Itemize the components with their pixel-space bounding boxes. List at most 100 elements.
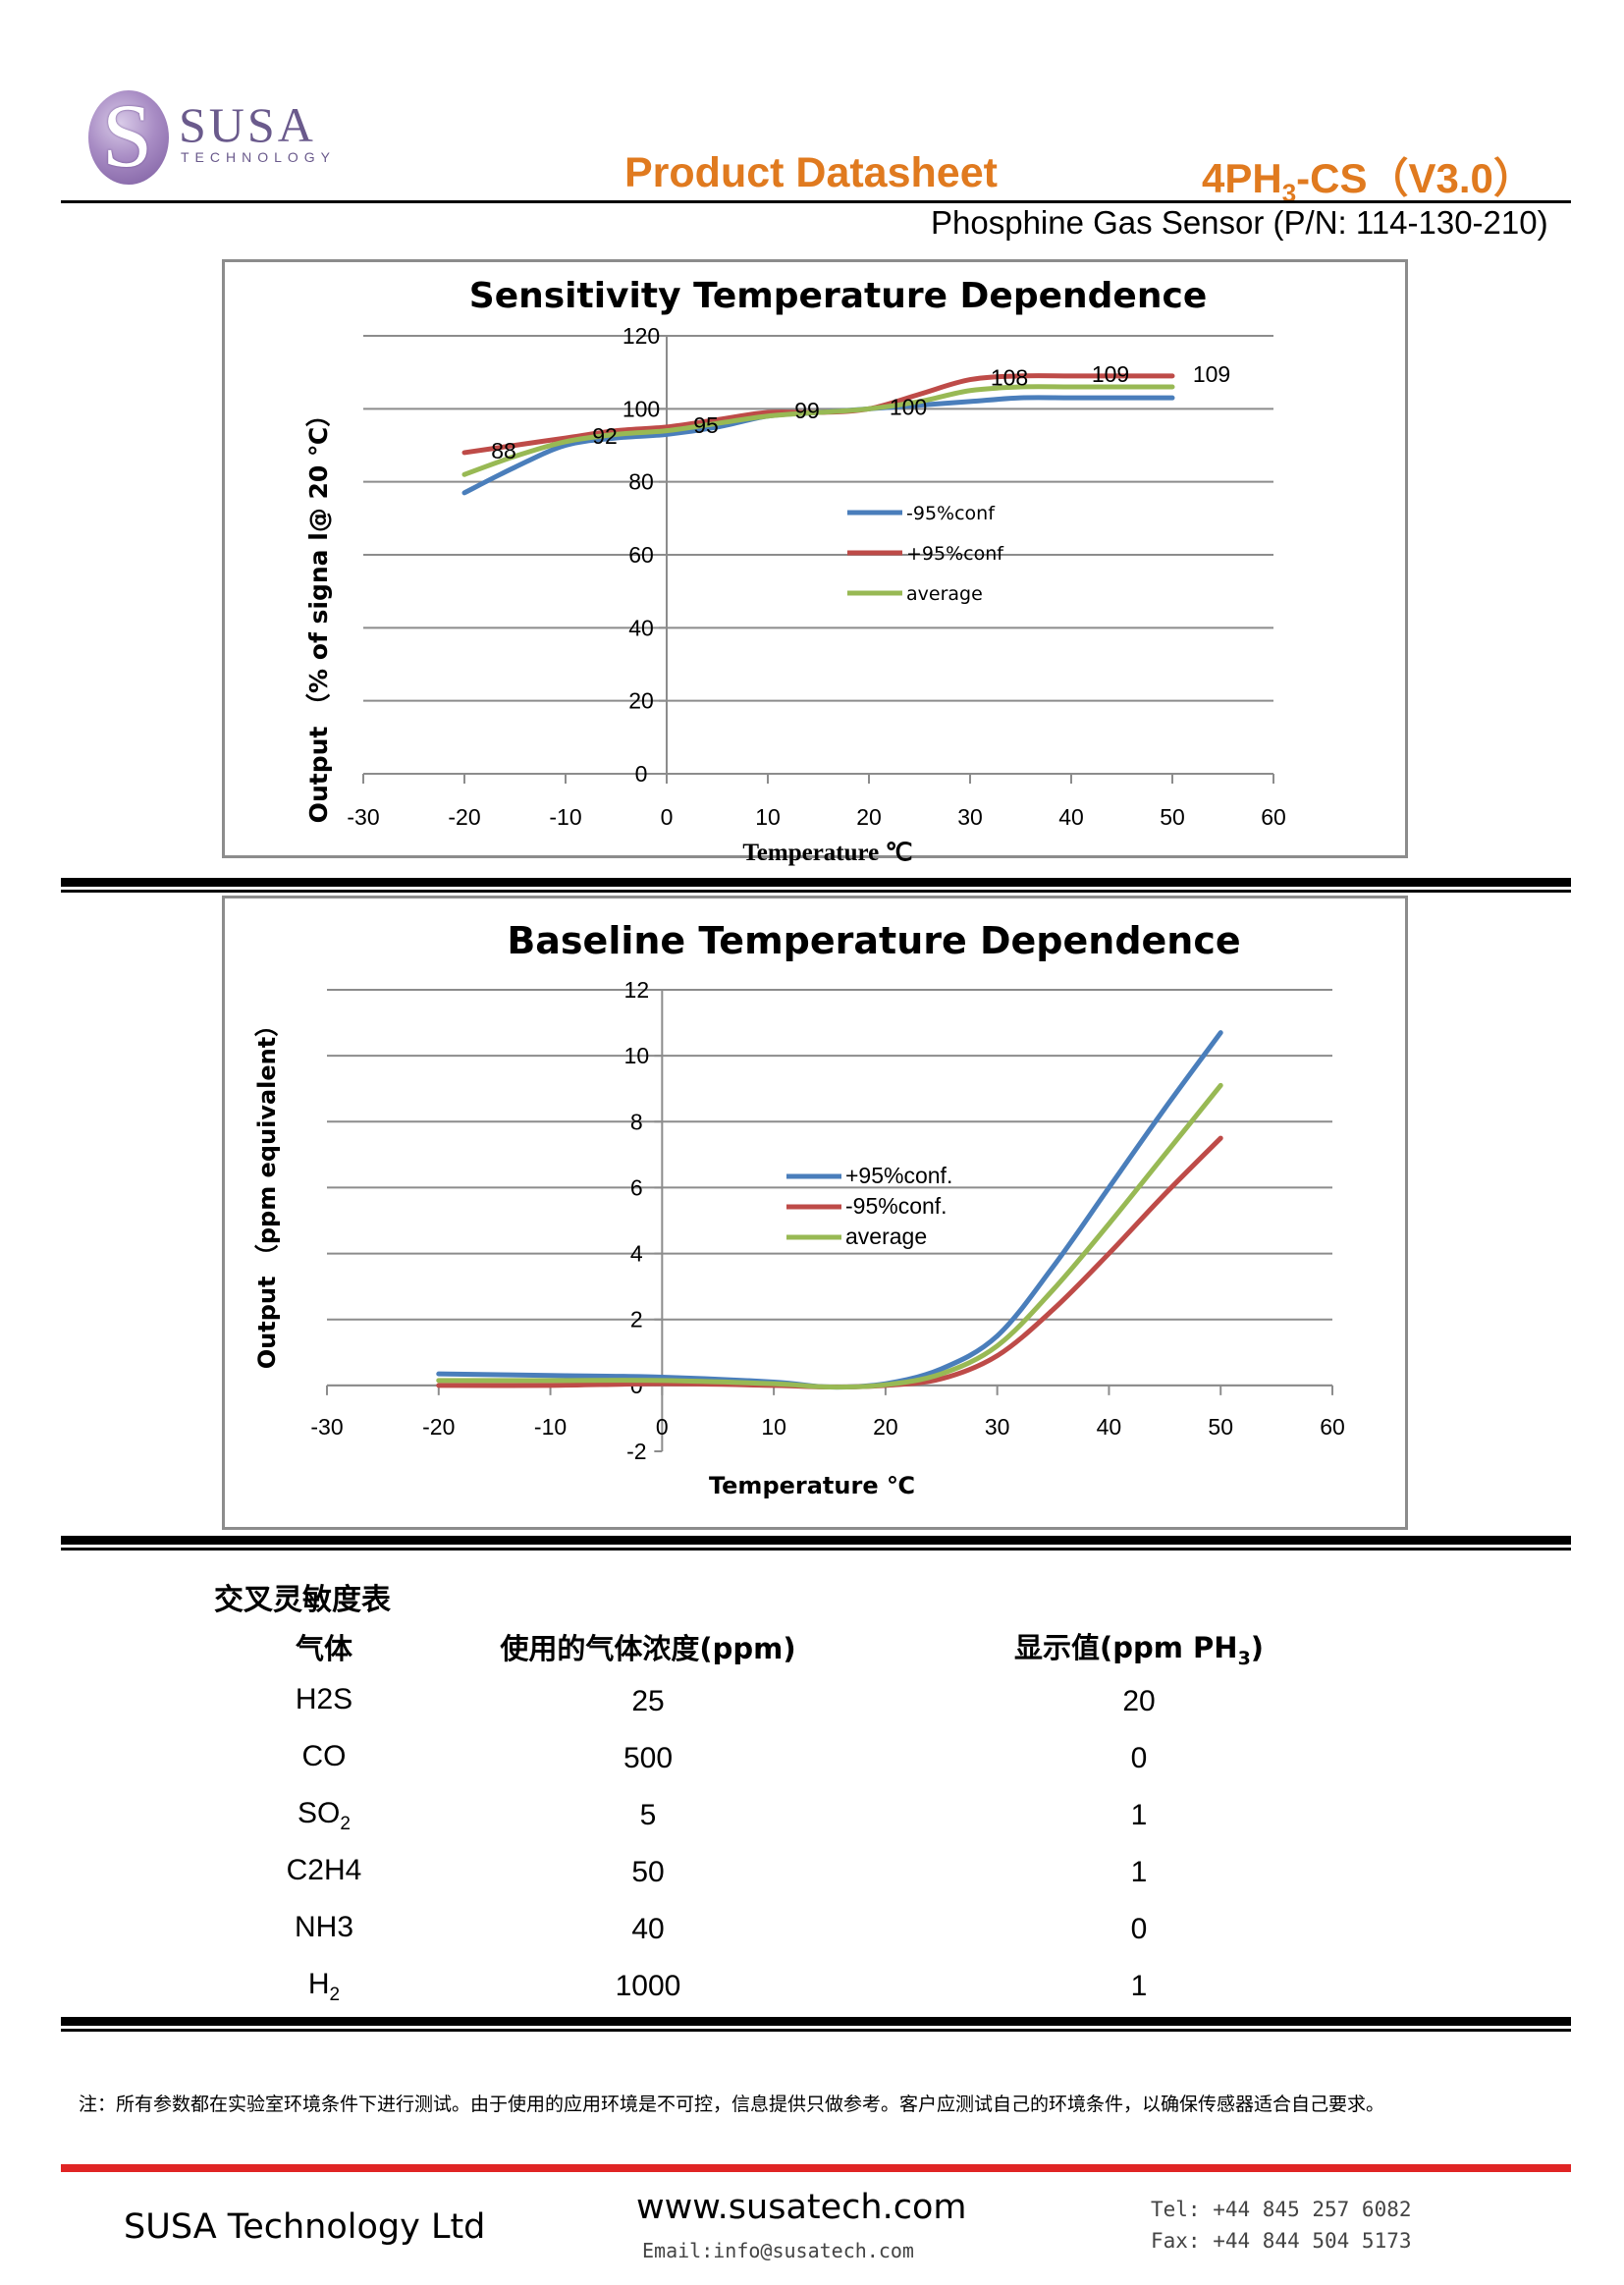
section-divider: [61, 878, 1571, 894]
legend-label: +95%conf.: [845, 1163, 952, 1188]
series-line-2: [461, 384, 1175, 477]
x-tick-label: 30: [985, 1414, 1010, 1440]
footer-website-link[interactable]: www.susatech.com: [636, 2188, 967, 2227]
x-tick-label: -30: [347, 804, 379, 830]
y-axis-title: Output （ppm equivalent）: [253, 1013, 281, 1369]
baseline-chart-svg: Baseline Temperature Dependence-30 -20 -10…: [253, 919, 1345, 1499]
section-divider: [61, 1536, 1571, 1551]
company-logo: S SUSA TECHNOLOGY: [88, 86, 334, 194]
table-header-row: 气体 使用的气体浓度(ppm) 显示值(ppm PH3): [226, 1620, 1404, 1673]
gas-cell: H2: [307, 1967, 341, 2005]
table-row: C2H4 50 1: [226, 1844, 1404, 1901]
product-code-suffix: -CS（V3.0）: [1296, 155, 1535, 201]
x-tick-label: 20: [873, 1414, 898, 1440]
concentration-cell: 500: [623, 1742, 674, 1774]
x-tick-label: 40: [1058, 804, 1084, 830]
gas-cell: H2S: [295, 1682, 353, 1715]
sensitivity-chart: Sensitivity Temperature Dependence -30 -20…: [222, 259, 1408, 866]
cross-sensitivity-table: 气体 使用的气体浓度(ppm) 显示值(ppm PH3) H2S 25 20 CO 50…: [226, 1620, 1404, 2015]
x-axis-title: Temperature ℃: [742, 840, 912, 866]
legend-label: -95%conf.: [845, 1193, 947, 1219]
x-tick-label: -20: [422, 1414, 455, 1440]
sensitivity-chart-svg: Sensitivity Temperature Dependence -30 -20…: [304, 276, 1286, 866]
reading-cell: 1: [1130, 1856, 1148, 1888]
x-tick-label: -20: [448, 804, 480, 830]
footer-rule: [61, 2164, 1571, 2172]
legend-label: average: [906, 583, 983, 605]
legend-label: -95%conf: [906, 503, 996, 524]
y-tick-label: 12: [624, 977, 650, 1003]
y-tick-label: 0: [635, 761, 648, 787]
y-tick-label: -2: [626, 1439, 646, 1464]
x-tick-label: 60: [1261, 804, 1286, 830]
gas-cell: NH3: [294, 1910, 353, 1943]
y-tick-label: 100: [623, 396, 660, 421]
table-title: 交叉灵敏度表: [214, 1583, 391, 1617]
concentration-cell: 25: [631, 1685, 665, 1717]
y-tick-label: 20: [628, 688, 654, 714]
x-tick-label: -10: [549, 804, 581, 830]
gas-cell: SO2: [298, 1796, 351, 1834]
x-tick-label: 0: [661, 804, 674, 830]
footer-email-link[interactable]: Email:info@susatech.com: [642, 2239, 914, 2262]
concentration-cell: 5: [639, 1799, 657, 1831]
concentration-cell: 1000: [615, 1970, 681, 2002]
y-tick-label: 6: [630, 1174, 643, 1200]
column-header-reading: 显示值(ppm PH3): [1013, 1630, 1265, 1669]
footer-company: SUSA Technology Ltd: [124, 2207, 486, 2247]
table-row: NH3 40 0: [226, 1901, 1404, 1958]
table-row: CO 500 0: [226, 1730, 1404, 1787]
data-label: 100: [890, 394, 927, 419]
chart-title: Sensitivity Temperature Dependence: [469, 276, 1207, 316]
y-axis-title: Output （% of signa l@ 20 ℃）: [304, 403, 333, 824]
document-title: Product Datasheet: [624, 149, 998, 196]
reading-cell: 20: [1122, 1685, 1156, 1717]
concentration-cell: 50: [631, 1856, 665, 1888]
data-label: 99: [794, 398, 820, 423]
table-row: H2 1000 1: [226, 1958, 1404, 2015]
product-subtitle: Phosphine Gas Sensor (P/N: 114-130-210): [931, 204, 1548, 241]
gas-cell: CO: [301, 1739, 347, 1772]
reading-cell: 0: [1130, 1913, 1148, 1945]
x-tick-label: 50: [1208, 1414, 1233, 1440]
x-tick-label: 10: [761, 1414, 786, 1440]
y-tick-label: 8: [630, 1109, 643, 1134]
x-tick-label: 40: [1097, 1414, 1122, 1440]
series-line-0: [436, 1030, 1223, 1390]
x-tick-label: -30: [310, 1414, 343, 1440]
x-tick-label: -10: [534, 1414, 567, 1440]
x-tick-label: 20: [856, 804, 882, 830]
data-label: 108: [991, 365, 1028, 391]
y-tick-label: 2: [630, 1307, 643, 1333]
reading-cell: 1: [1130, 1799, 1148, 1831]
data-label: 109: [1193, 361, 1230, 387]
product-code-prefix: 4PH: [1202, 155, 1282, 201]
column-header-gas: 气体: [295, 1632, 352, 1665]
table-row: H2S 25 20: [226, 1673, 1404, 1730]
reading-cell: 0: [1130, 1742, 1148, 1774]
x-tick-label: 50: [1160, 804, 1185, 830]
table-row: SO2 5 1: [226, 1787, 1404, 1844]
column-header-concentration: 使用的气体浓度(ppm): [500, 1632, 796, 1665]
y-tick-label: 4: [630, 1241, 643, 1267]
baseline-chart: Baseline Temperature Dependence -30 -20 -10…: [222, 896, 1408, 1530]
y-tick-label: 80: [628, 469, 654, 495]
footer-fax: Fax: +44 844 504 5173: [1151, 2229, 1412, 2253]
y-tick-label: 10: [624, 1043, 650, 1068]
data-label: 92: [592, 423, 618, 449]
reading-cell: 1: [1130, 1970, 1148, 2002]
y-tick-label: 40: [628, 615, 654, 640]
logo-subtitle: TECHNOLOGY: [181, 149, 337, 165]
disclaimer-note: 注：所有参数都在实验室环境条件下进行测试。由于使用的应用环境是不可控，信息提供只…: [79, 2094, 1385, 2115]
x-tick-label: 30: [957, 804, 983, 830]
y-tick-label: 120: [623, 323, 660, 349]
x-axis-title: Temperature ℃: [709, 1472, 915, 1499]
logo-letter: S: [102, 85, 153, 186]
gas-cell: C2H4: [286, 1853, 362, 1886]
legend-label: +95%conf: [906, 543, 1004, 565]
logo-name: SUSA: [179, 97, 316, 152]
x-tick-label: 60: [1320, 1414, 1345, 1440]
series-line-2: [436, 1082, 1223, 1390]
header-rule: [61, 200, 1571, 203]
data-label: 95: [693, 412, 719, 438]
